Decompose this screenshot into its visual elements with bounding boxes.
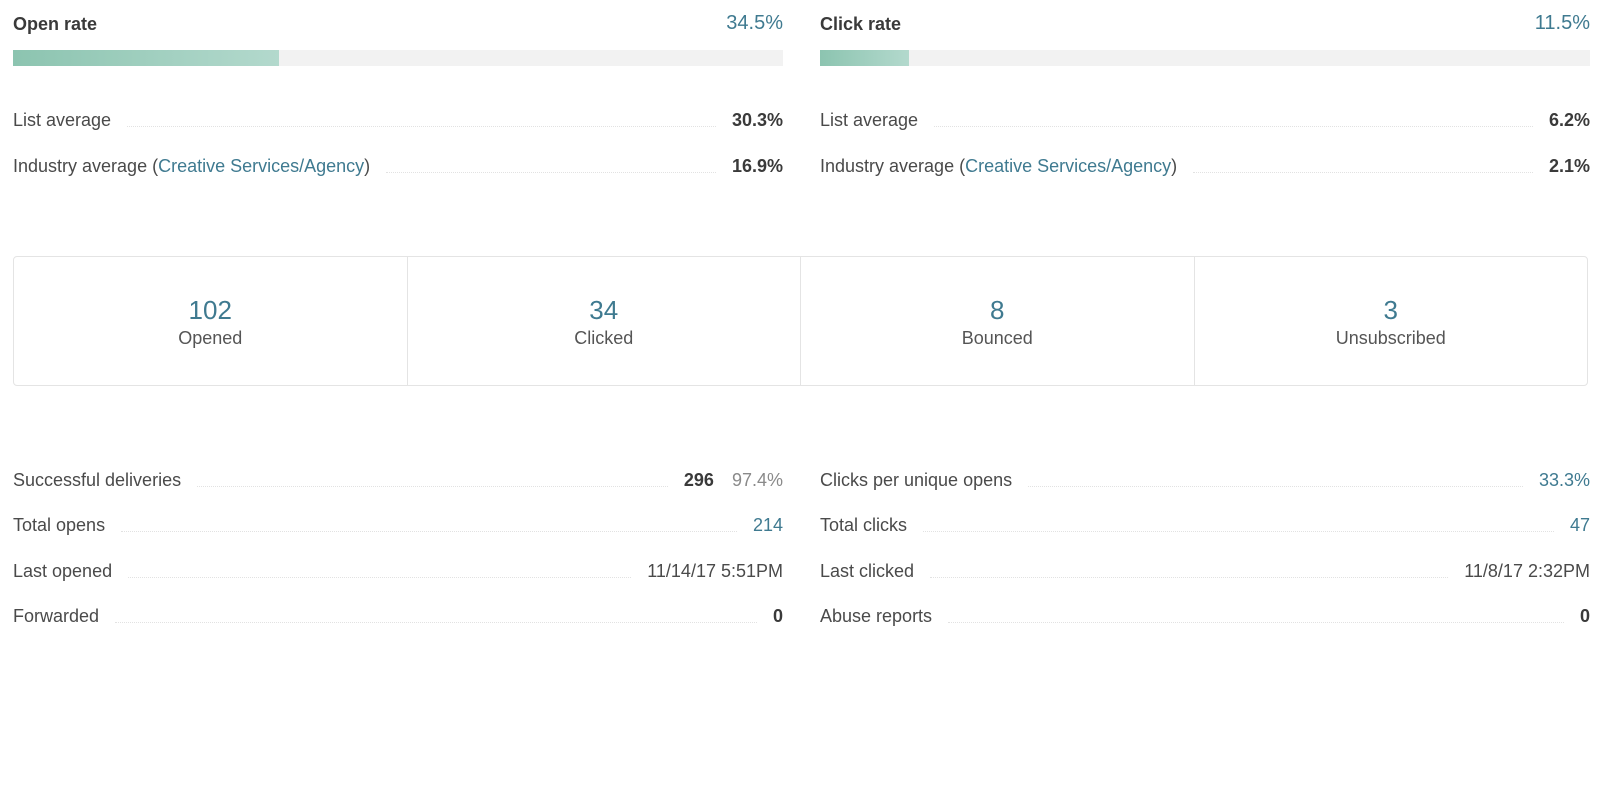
click-rate-title: Click rate (820, 14, 902, 34)
last-clicked-label: Last clicked (820, 560, 915, 581)
open-rate-title: Open rate (13, 14, 98, 34)
click-list-average-row: List average 6.2% (820, 107, 1590, 133)
abuse-reports-row: Abuse reports 0 (820, 603, 1590, 629)
leader-line (127, 126, 716, 127)
leader-line (128, 577, 632, 578)
clicks-per-unique-opens-label: Clicks per unique opens (820, 469, 1013, 490)
industry-suffix: ) (1171, 155, 1178, 176)
stat-label: Clicked (574, 327, 634, 348)
industry-suffix: ) (364, 155, 371, 176)
click-list-average-label: List average (820, 109, 919, 130)
last-opened-value: 11/14/17 5:51PM (647, 560, 783, 581)
last-opened-label: Last opened (13, 560, 113, 581)
open-rate-bar (13, 50, 783, 66)
total-clicks-row: Total clicks 47 (820, 512, 1590, 538)
abuse-reports-label: Abuse reports (820, 605, 933, 626)
last-opened-row: Last opened 11/14/17 5:51PM (13, 558, 783, 584)
abuse-reports-value: 0 (1579, 605, 1590, 626)
industry-link[interactable]: Creative Services/Agency (965, 155, 1172, 176)
successful-deliveries-count: 296 (683, 469, 714, 490)
last-clicked-value: 11/8/17 2:32PM (1464, 560, 1590, 581)
industry-prefix: Industry average ( (13, 155, 159, 176)
leader-line (386, 172, 716, 173)
stat-opened[interactable]: 102 Opened (14, 257, 408, 385)
click-industry-average-value: 2.1% (1548, 155, 1590, 176)
forwarded-label: Forwarded (13, 605, 100, 626)
successful-deliveries-row: Successful deliveries 296 97.4% (13, 467, 783, 493)
leader-line (923, 531, 1554, 532)
stat-unsubscribed[interactable]: 3 Unsubscribed (1195, 257, 1588, 385)
open-rate-header: Open rate 34.5% (13, 12, 783, 40)
open-list-average-row: List average 30.3% (13, 107, 783, 133)
successful-deliveries-label: Successful deliveries (13, 469, 182, 490)
forwarded-value: 0 (772, 605, 783, 626)
total-clicks-link[interactable]: 47 (1569, 514, 1590, 535)
leader-line (1193, 172, 1533, 173)
stat-label: Opened (178, 327, 243, 348)
open-rate-bar-fill (13, 50, 279, 66)
industry-prefix: Industry average ( (820, 155, 966, 176)
leader-line (1028, 486, 1523, 487)
click-rate-value: 11.5% (1534, 12, 1590, 34)
total-opens-row: Total opens 214 (13, 512, 783, 538)
stat-number: 102 (188, 294, 232, 325)
leader-line (930, 577, 1449, 578)
click-industry-average-label: Industry average (Creative Services/Agen… (820, 156, 1193, 177)
stat-clicked[interactable]: 34 Clicked (408, 257, 801, 385)
leader-line (115, 622, 757, 623)
open-industry-average-row: Industry average (Creative Services/Agen… (13, 153, 783, 179)
total-opens-link[interactable]: 214 (752, 514, 783, 535)
click-rate-bar (820, 50, 1590, 66)
open-rate-value: 34.5% (726, 12, 783, 34)
total-opens-label: Total opens (13, 514, 106, 535)
click-industry-average-row: Industry average (Creative Services/Agen… (820, 153, 1590, 179)
click-rate-header: Click rate 11.5% (820, 12, 1590, 40)
clicks-per-unique-opens-value: 33.3% (1538, 469, 1590, 490)
total-clicks-label: Total clicks (820, 514, 908, 535)
leader-line (934, 126, 1533, 127)
leader-line (948, 622, 1564, 623)
successful-deliveries-value: 296 97.4% (668, 470, 783, 491)
forwarded-row: Forwarded 0 (13, 603, 783, 629)
industry-link[interactable]: Creative Services/Agency (158, 155, 365, 176)
successful-deliveries-pct: 97.4% (731, 469, 783, 490)
click-rate-bar-fill (820, 50, 909, 66)
stat-label: Unsubscribed (1335, 327, 1446, 348)
click-list-average-value: 6.2% (1548, 109, 1590, 130)
leader-line (121, 531, 737, 532)
open-list-average-label: List average (13, 109, 112, 130)
last-clicked-row: Last clicked 11/8/17 2:32PM (820, 558, 1590, 584)
stat-number: 8 (990, 294, 1005, 325)
stats-summary: 102 Opened 34 Clicked 8 Bounced 3 Unsubs… (13, 256, 1588, 386)
stat-number: 34 (589, 294, 619, 325)
clicks-per-unique-opens-row: Clicks per unique opens 33.3% (820, 467, 1590, 493)
open-industry-average-value: 16.9% (731, 155, 783, 176)
stat-label: Bounced (961, 327, 1033, 348)
open-industry-average-label: Industry average (Creative Services/Agen… (13, 156, 386, 177)
open-list-average-value: 30.3% (731, 109, 783, 130)
stat-number: 3 (1383, 294, 1398, 325)
leader-line (197, 486, 668, 487)
stat-bounced[interactable]: 8 Bounced (801, 257, 1195, 385)
